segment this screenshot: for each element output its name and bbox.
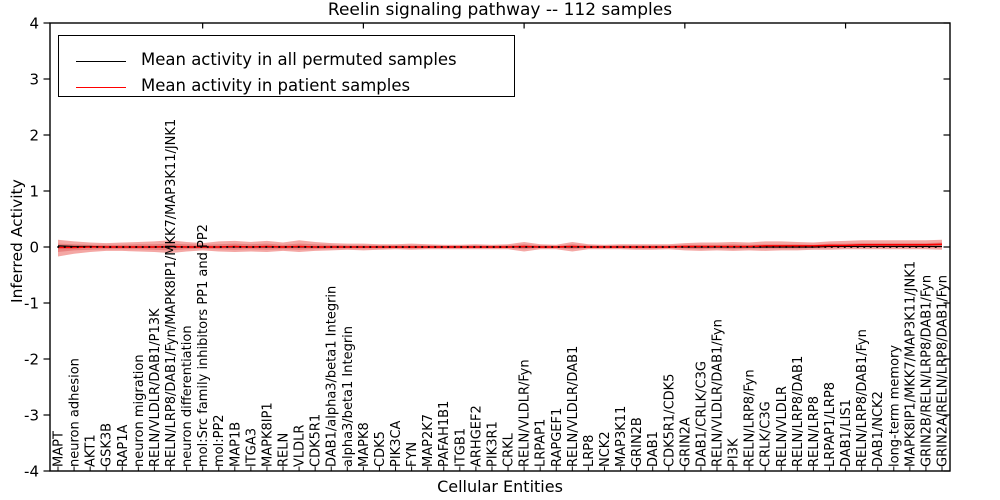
- svg-text:MAP2K7: MAP2K7: [421, 414, 436, 467]
- svg-text:2: 2: [29, 127, 39, 145]
- svg-text:MAP3K11: MAP3K11: [614, 406, 629, 467]
- svg-text:GRIN2B: GRIN2B: [630, 417, 645, 467]
- svg-text:VLDLR: VLDLR: [293, 425, 308, 467]
- svg-text:RELN/LRP8/DAB1/Fyn: RELN/LRP8/DAB1/Fyn: [855, 329, 870, 467]
- svg-text:-1: -1: [24, 295, 39, 313]
- svg-text:CDK5R1: CDK5R1: [309, 414, 324, 467]
- svg-text:RAPGEF1: RAPGEF1: [550, 408, 565, 467]
- svg-text:RELN/VLDLR/DAB1/P13K: RELN/VLDLR/DAB1/P13K: [148, 308, 163, 467]
- svg-text:FYN: FYN: [405, 442, 420, 467]
- svg-text:PIK3R1: PIK3R1: [485, 421, 500, 467]
- chart-title: Reelin signaling pathway -- 112 samples: [327, 0, 673, 20]
- svg-text:MAP1B: MAP1B: [228, 422, 243, 467]
- svg-text:MAPK8IP1/MKK7/MAP3K11/JNK1: MAPK8IP1/MKK7/MAP3K11/JNK1: [903, 261, 918, 467]
- svg-text:ARHGEF2: ARHGEF2: [469, 405, 484, 467]
- svg-text:LRP8: LRP8: [582, 435, 597, 467]
- svg-text:PIK3CA: PIK3CA: [389, 420, 404, 467]
- svg-text:LRPAP1/LRP8: LRPAP1/LRP8: [823, 382, 838, 467]
- svg-text:MAPK8IP1: MAPK8IP1: [260, 402, 275, 467]
- svg-text:MAPK8: MAPK8: [357, 422, 372, 467]
- legend-label-permuted: Mean activity in all permuted samples: [141, 50, 457, 69]
- svg-text:RELN/VLDLR: RELN/VLDLR: [775, 386, 790, 467]
- svg-text:1: 1: [29, 183, 39, 201]
- svg-text:LRPAP1: LRPAP1: [534, 419, 549, 467]
- svg-text:RELN/VLDLR/Fyn: RELN/VLDLR/Fyn: [518, 359, 533, 467]
- svg-text:RELN/LRP8/DAB1/Fyn/MAPK8IP1/MK: RELN/LRP8/DAB1/Fyn/MAPK8IP1/MKK7/MAP3K11…: [164, 119, 179, 467]
- svg-text:GRIN2A/RELN/LRP8/DAB1/Fyn: GRIN2A/RELN/LRP8/DAB1/Fyn: [936, 275, 951, 467]
- svg-text:3: 3: [29, 71, 39, 89]
- y-axis-label: Inferred Activity: [8, 179, 26, 303]
- svg-text:DAB1/CRLK/C3G: DAB1/CRLK/C3G: [694, 361, 709, 467]
- svg-text:PAFAH1B1: PAFAH1B1: [437, 401, 452, 467]
- svg-text:CDK5R1/CDK5: CDK5R1/CDK5: [662, 374, 677, 467]
- svg-text:DAB1: DAB1: [646, 431, 661, 467]
- svg-text:alpha3/beta1 Integrin: alpha3/beta1 Integrin: [341, 326, 356, 467]
- svg-text:GRIN2B/RELN/LRP8/DAB1/Fyn: GRIN2B/RELN/LRP8/DAB1/Fyn: [919, 275, 934, 467]
- svg-text:RELN/VLDLR/DAB1/Fyn: RELN/VLDLR/DAB1/Fyn: [710, 319, 725, 467]
- x-axis-label: Cellular Entities: [437, 477, 563, 496]
- svg-text:ITGB1: ITGB1: [453, 428, 468, 467]
- svg-text:neuron differentiation: neuron differentiation: [180, 325, 195, 467]
- svg-text:AKT1: AKT1: [84, 434, 99, 467]
- svg-text:NCK2: NCK2: [598, 431, 613, 467]
- svg-text:neuron adhesion: neuron adhesion: [68, 358, 83, 467]
- svg-text:RAP1A: RAP1A: [116, 424, 131, 467]
- svg-text:CDK5: CDK5: [373, 431, 388, 467]
- legend-label-patient: Mean activity in patient samples: [141, 76, 411, 95]
- svg-text:RELN/VLDLR/DAB1: RELN/VLDLR/DAB1: [566, 346, 581, 467]
- svg-text:0: 0: [29, 239, 39, 257]
- svg-text:long-term memory: long-term memory: [887, 345, 902, 467]
- svg-text:mol:PP2: mol:PP2: [212, 414, 227, 467]
- svg-text:ITGA3: ITGA3: [244, 428, 259, 467]
- svg-text:-3: -3: [24, 407, 39, 425]
- svg-text:neuron migration: neuron migration: [132, 354, 147, 467]
- patient-line-sample-icon: [76, 87, 126, 88]
- svg-text:CRLK/C3G: CRLK/C3G: [759, 401, 774, 467]
- svg-text:RELN/LRP8: RELN/LRP8: [807, 396, 822, 467]
- svg-text:mol:Src family inhibitors PP1: mol:Src family inhibitors PP1 and PP2: [196, 224, 211, 467]
- svg-text:RELN/LRP8/Fyn: RELN/LRP8/Fyn: [743, 369, 758, 467]
- svg-text:-4: -4: [24, 463, 39, 481]
- svg-text:GSK3B: GSK3B: [100, 423, 115, 467]
- svg-text:MAPT: MAPT: [52, 431, 67, 467]
- svg-text:GRIN2A: GRIN2A: [678, 417, 693, 467]
- legend: Mean activity in all permuted samples Me…: [58, 35, 515, 97]
- svg-text:DAB1/LIS1: DAB1/LIS1: [839, 399, 854, 467]
- svg-text:-2: -2: [24, 351, 39, 369]
- svg-text:RELN: RELN: [277, 433, 292, 467]
- svg-text:RELN/LRP8/DAB1: RELN/LRP8/DAB1: [791, 356, 806, 467]
- svg-text:DAB1/alpha3/beta1 Integrin: DAB1/alpha3/beta1 Integrin: [325, 286, 340, 467]
- svg-text:CRKL: CRKL: [502, 432, 517, 467]
- svg-text:PI3K: PI3K: [727, 438, 742, 467]
- svg-text:4: 4: [29, 15, 39, 33]
- permuted-line-sample-icon: [76, 61, 126, 62]
- svg-text:DAB1/NCK2: DAB1/NCK2: [871, 391, 886, 467]
